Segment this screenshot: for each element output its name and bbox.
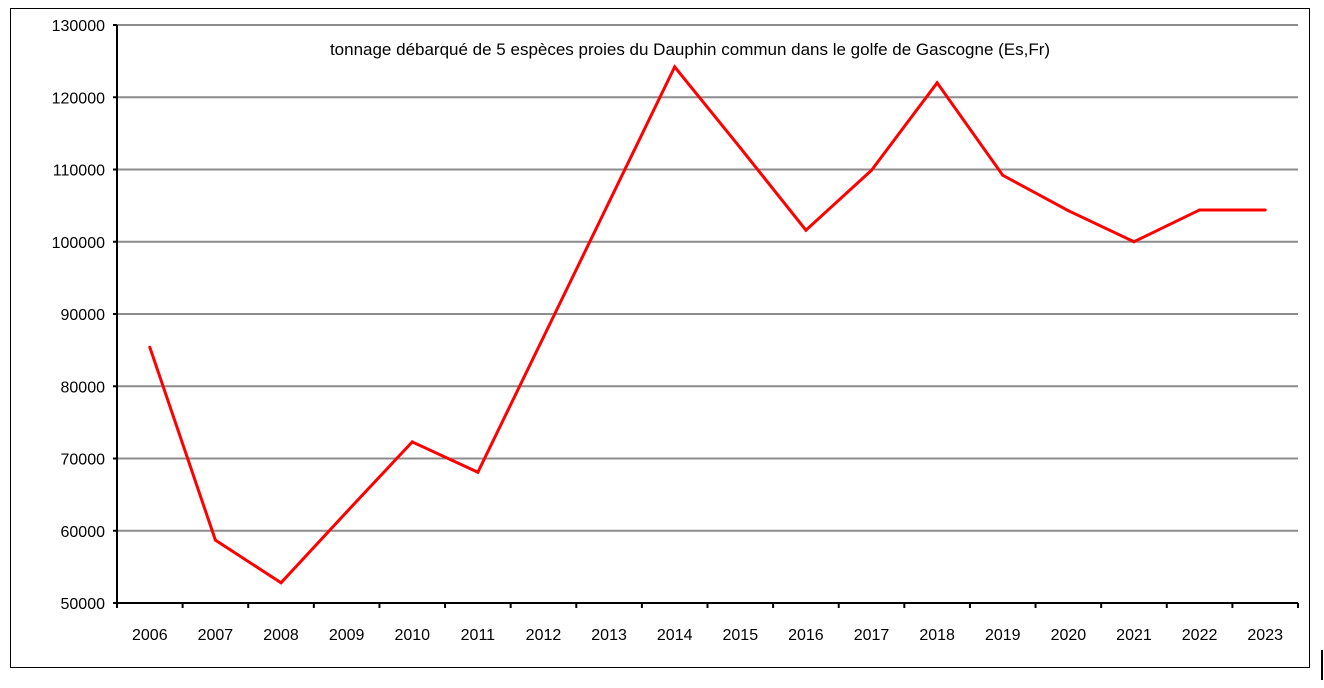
x-tick-label: 2023 bbox=[1247, 627, 1283, 644]
x-tick-label: 2015 bbox=[723, 627, 759, 644]
data-point bbox=[673, 65, 677, 69]
data-point bbox=[1001, 173, 1005, 177]
y-tick-label: 90000 bbox=[61, 307, 106, 324]
data-point bbox=[1198, 208, 1202, 212]
x-tick-label: 2013 bbox=[591, 627, 627, 644]
x-tick-label: 2009 bbox=[329, 627, 365, 644]
y-tick-label: 100000 bbox=[52, 235, 105, 252]
data-point bbox=[935, 81, 939, 85]
x-tick-label: 2022 bbox=[1182, 627, 1218, 644]
x-tick-label: 2020 bbox=[1051, 627, 1087, 644]
y-tick-label: 110000 bbox=[53, 163, 105, 180]
data-point bbox=[476, 470, 480, 474]
data-point bbox=[804, 228, 808, 232]
x-tick-label: 2008 bbox=[263, 627, 299, 644]
x-tick-label: 2021 bbox=[1116, 627, 1152, 644]
data-point bbox=[279, 581, 283, 585]
data-point bbox=[607, 200, 611, 204]
series-line bbox=[148, 64, 1266, 585]
x-tick-label: 2006 bbox=[132, 627, 168, 644]
x-tick-label: 2010 bbox=[394, 627, 430, 644]
y-tick-label: 50000 bbox=[61, 596, 106, 613]
data-point bbox=[148, 345, 152, 349]
x-tick-label: 2016 bbox=[788, 627, 824, 644]
data-point bbox=[345, 510, 349, 514]
x-tick-label: 2011 bbox=[461, 627, 496, 644]
data-point bbox=[870, 168, 874, 172]
data-point bbox=[1066, 209, 1070, 213]
x-tick-label: 2019 bbox=[985, 627, 1021, 644]
text-cursor bbox=[1321, 650, 1323, 680]
data-point bbox=[738, 146, 742, 150]
y-tick-label: 80000 bbox=[61, 379, 106, 396]
x-tick-label: 2012 bbox=[526, 627, 562, 644]
x-tick-label: 2017 bbox=[854, 627, 890, 644]
y-tick-label: 60000 bbox=[61, 524, 106, 541]
data-point bbox=[410, 440, 414, 444]
x-tick-label: 2018 bbox=[919, 627, 955, 644]
data-point bbox=[213, 538, 217, 542]
y-tick-label: 70000 bbox=[61, 452, 106, 469]
chart-frame bbox=[10, 8, 1310, 668]
x-tick-label: 2007 bbox=[198, 627, 234, 644]
data-point bbox=[541, 335, 545, 339]
x-tick-label: 2014 bbox=[657, 627, 693, 644]
data-point bbox=[1263, 208, 1267, 212]
chart-title: tonnage débarqué de 5 espèces proies du … bbox=[330, 40, 1050, 59]
data-point bbox=[1132, 240, 1136, 244]
y-tick-label: 130000 bbox=[52, 18, 105, 35]
y-tick-label: 120000 bbox=[52, 90, 105, 107]
